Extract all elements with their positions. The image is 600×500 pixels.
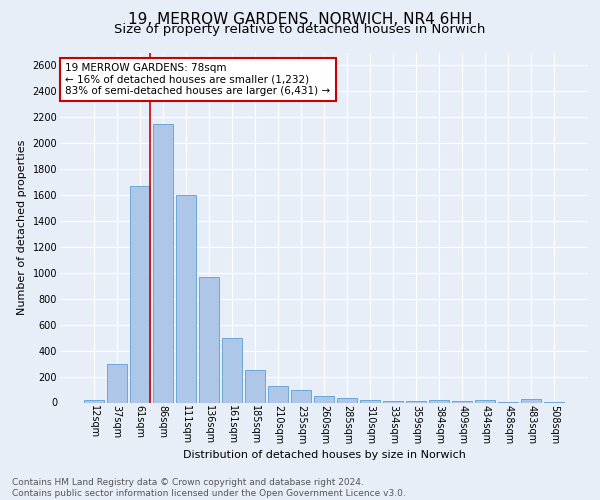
Bar xyxy=(130,186,149,402)
Text: Size of property relative to detached houses in Norwich: Size of property relative to detached ho… xyxy=(115,22,485,36)
Text: 19 MERROW GARDENS: 78sqm
← 16% of detached houses are smaller (1,232)
83% of sem: 19 MERROW GARDENS: 78sqm ← 16% of detach… xyxy=(65,63,331,96)
Bar xyxy=(360,400,380,402)
Bar xyxy=(268,386,288,402)
Bar xyxy=(107,364,127,403)
Bar xyxy=(84,400,104,402)
Bar xyxy=(452,401,472,402)
Bar xyxy=(430,400,449,402)
Bar xyxy=(222,338,242,402)
Bar xyxy=(406,401,426,402)
Bar xyxy=(245,370,265,402)
Text: Contains HM Land Registry data © Crown copyright and database right 2024.
Contai: Contains HM Land Registry data © Crown c… xyxy=(12,478,406,498)
Bar xyxy=(153,124,173,402)
Bar xyxy=(521,400,541,402)
Y-axis label: Number of detached properties: Number of detached properties xyxy=(17,140,27,315)
Bar xyxy=(199,277,218,402)
Bar xyxy=(291,390,311,402)
Bar xyxy=(475,400,495,402)
Bar xyxy=(314,396,334,402)
X-axis label: Distribution of detached houses by size in Norwich: Distribution of detached houses by size … xyxy=(182,450,466,460)
Bar xyxy=(176,195,196,402)
Text: 19, MERROW GARDENS, NORWICH, NR4 6HH: 19, MERROW GARDENS, NORWICH, NR4 6HH xyxy=(128,12,472,28)
Bar xyxy=(383,400,403,402)
Bar xyxy=(337,398,357,402)
